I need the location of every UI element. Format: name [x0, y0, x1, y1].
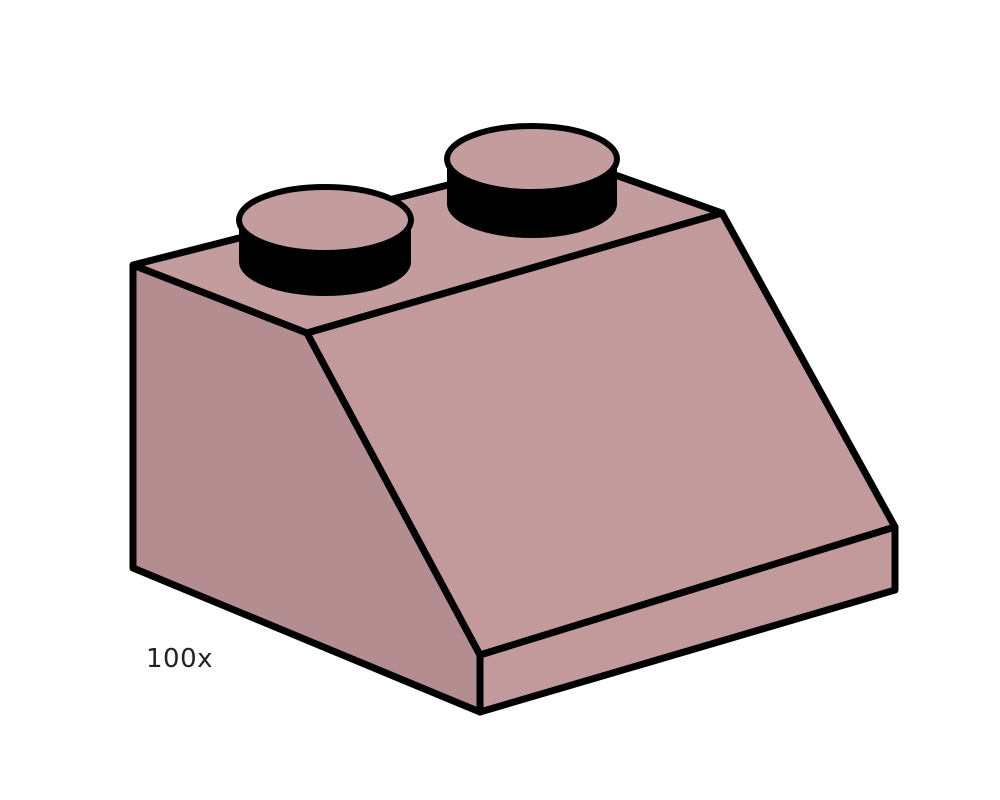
quantity-label: 100x	[146, 644, 214, 674]
brick-front-face	[476, 523, 899, 716]
stud-icon	[236, 184, 414, 296]
stud-icon	[444, 123, 620, 238]
